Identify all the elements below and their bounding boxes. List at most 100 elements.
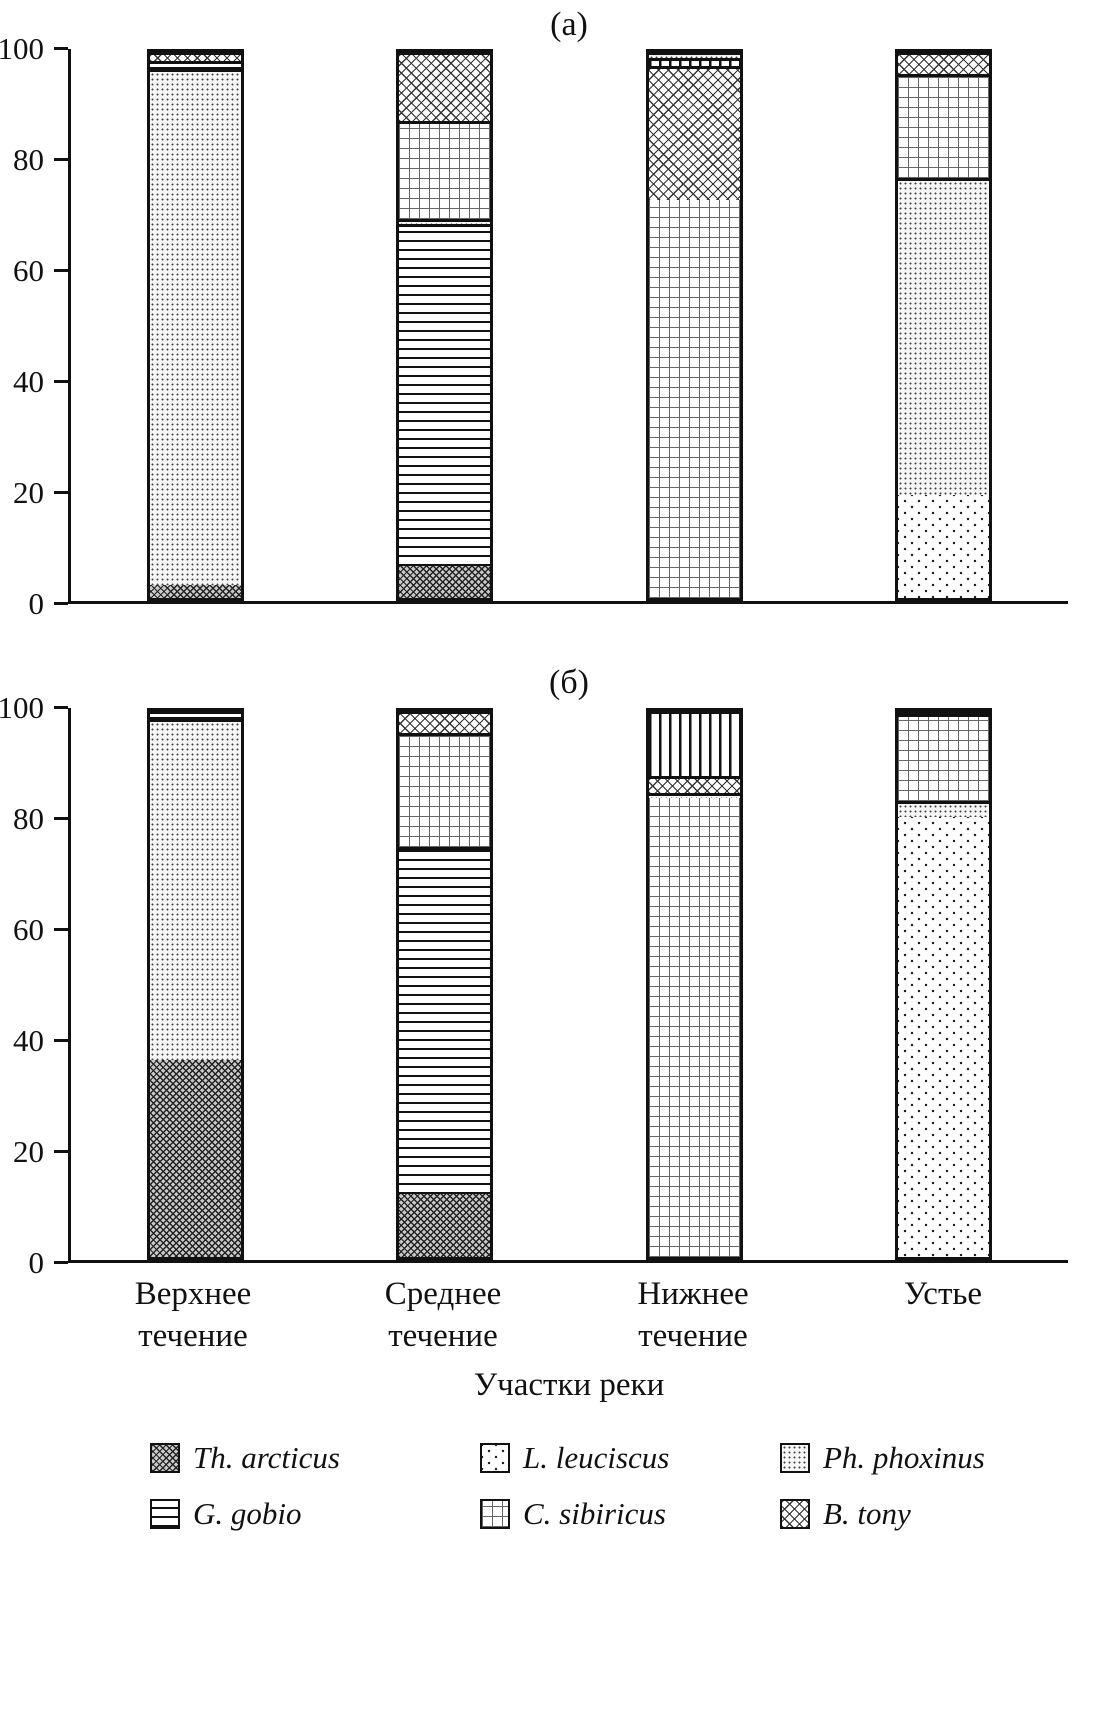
legend-label: G. gobio: [193, 1496, 302, 1532]
bar-среднее-течение: [396, 707, 494, 1260]
y-tick-mark: [54, 602, 68, 606]
x-axis-title: Участки реки: [473, 1367, 665, 1404]
legend-row: G. gobio C. sibiricus B. tony: [150, 1496, 1098, 1532]
segment-b-tony: [648, 776, 740, 793]
bar-устье: [894, 707, 992, 1260]
legend-swatch-grid: [480, 1499, 510, 1530]
segment-ph-phoxinus: [648, 52, 740, 58]
segment-c-sibiricus: [648, 798, 740, 1257]
segment-ph-phoxinus: [150, 718, 242, 1061]
bar-верхнее-течение: [147, 49, 245, 602]
legend-swatch-dots: [780, 1443, 810, 1474]
segment-b-tony: [648, 66, 740, 200]
legend-item-th-arcticus: Th. arcticus: [150, 1440, 480, 1476]
plot-area-b: [68, 707, 1068, 1263]
legend-swatch-xhatch-dense: [150, 1443, 180, 1474]
x-category-labels: Верхнее течение Среднее течение Нижнее течени…: [68, 1273, 1068, 1357]
y-tick-label-100: 100: [0, 689, 44, 725]
y-tick-mark: [54, 269, 68, 273]
segment-b-tony: [897, 710, 989, 714]
legend-swatch-chevrons: [480, 1443, 510, 1474]
segment-c-sibiricus: [897, 713, 989, 801]
bar-верхнее-течение: [147, 707, 245, 1260]
segment-th-arcticus: [399, 565, 491, 599]
legend-swatch-hlines: [150, 1499, 180, 1530]
legend-item-l-leuciscus: L. leuciscus: [480, 1440, 780, 1476]
segment-b-tony: [150, 52, 242, 61]
y-tick-label-100: 100: [0, 31, 44, 67]
y-axis-a: 0 20 40 60 80 100: [0, 33, 68, 620]
segment-l-leuciscus: [648, 57, 740, 67]
category-label-line1: Устье: [903, 1275, 983, 1312]
category-label-line2: течение: [388, 1318, 498, 1355]
segment-c-sibiricus: [399, 120, 491, 219]
y-tick-label-0: 0: [28, 586, 45, 622]
category-label-line2: течение: [138, 1318, 248, 1355]
segment-g-gobio: [150, 60, 242, 69]
bar-устье: [894, 49, 992, 602]
segment-th-arcticus: [150, 1060, 242, 1257]
segment-ph-phoxinus: [648, 792, 740, 799]
y-tick-label-80: 80: [13, 800, 44, 836]
panel-b-body: 0 20 40 60 80 100: [0, 691, 1068, 1278]
segment-b-tony: [399, 52, 491, 121]
legend: Th. arcticus L. leuciscus Ph. phoxinus G. g…: [150, 1440, 1098, 1532]
panel-b: (б) 0 20 40 60 80 100: [0, 664, 1098, 1278]
legend-label: Ph. phoxinus: [823, 1440, 985, 1476]
legend-item-ph-phoxinus: Ph. phoxinus: [780, 1440, 1098, 1476]
segment-ph-phoxinus: [897, 177, 989, 495]
plot-area-a: [68, 49, 1068, 605]
y-tick-label-0: 0: [28, 1244, 45, 1280]
y-tick-mark: [54, 1038, 68, 1042]
legend-item-c-sibiricus: C. sibiricus: [480, 1496, 780, 1532]
category-label-устье: Устье: [843, 1273, 1043, 1357]
category-label-line1: Верхнее: [134, 1275, 252, 1312]
y-tick-label-20: 20: [13, 1133, 44, 1169]
segment-ph-phoxinus: [897, 800, 989, 818]
segment-b-tony: [399, 710, 491, 733]
legend-item-g-gobio: G. gobio: [150, 1496, 480, 1532]
segment-g-gobio: [150, 710, 242, 719]
y-tick-mark: [54, 705, 68, 709]
y-tick-mark: [54, 816, 68, 820]
bar-среднее-течение: [396, 49, 494, 602]
y-tick-label-40: 40: [13, 364, 44, 400]
legend-item-b-tony: B. tony: [780, 1496, 1098, 1532]
y-tick-label-60: 60: [13, 253, 44, 289]
legend-label: C. sibiricus: [523, 1496, 666, 1532]
panel-a-body: 0 20 40 60 80 100: [0, 33, 1068, 620]
segment-l-leuciscus: [648, 710, 740, 777]
segment-b-tony: [897, 52, 989, 75]
y-tick-label-60: 60: [13, 911, 44, 947]
segment-ph-phoxinus: [150, 68, 242, 585]
segment-c-sibiricus: [648, 199, 740, 599]
segment-th-arcticus: [150, 584, 242, 599]
segment-th-arcticus: [399, 1194, 491, 1257]
segment-ph-phoxinus: [399, 218, 491, 225]
y-tick-mark: [54, 47, 68, 51]
y-tick-mark: [54, 158, 68, 162]
category-label-верхнее: Верхнее течение: [93, 1273, 293, 1357]
legend-row: Th. arcticus L. leuciscus Ph. phoxinus: [150, 1440, 1098, 1476]
y-tick-label-20: 20: [13, 475, 44, 511]
segment-g-gobio: [399, 847, 491, 1194]
panel-a: (а) 0 20 40 60 80 100: [0, 6, 1098, 620]
legend-label: L. leuciscus: [523, 1440, 670, 1476]
figure: (а) 0 20 40 60 80 100 (б) 0 20 40 60 80 100 Верхне…: [0, 6, 1098, 1532]
y-tick-mark: [54, 927, 68, 931]
y-axis-b: 0 20 40 60 80 100: [0, 691, 68, 1278]
legend-swatch-xhatch: [780, 1499, 810, 1530]
category-label-line1: Нижнее: [637, 1275, 749, 1312]
legend-label: Th. arcticus: [193, 1440, 340, 1476]
y-tick-label-80: 80: [13, 142, 44, 178]
segment-c-sibiricus: [897, 74, 989, 178]
segment-c-sibiricus: [399, 732, 491, 848]
panel-a-title: (а): [550, 6, 588, 43]
y-tick-mark: [54, 380, 68, 384]
panel-b-title: (б): [549, 664, 589, 702]
category-label-среднее: Среднее течение: [343, 1273, 543, 1357]
category-label-нижнее: Нижнее течение: [593, 1273, 793, 1357]
category-label-line2: течение: [638, 1318, 748, 1355]
y-tick-mark: [54, 491, 68, 495]
y-tick-mark: [54, 1149, 68, 1153]
